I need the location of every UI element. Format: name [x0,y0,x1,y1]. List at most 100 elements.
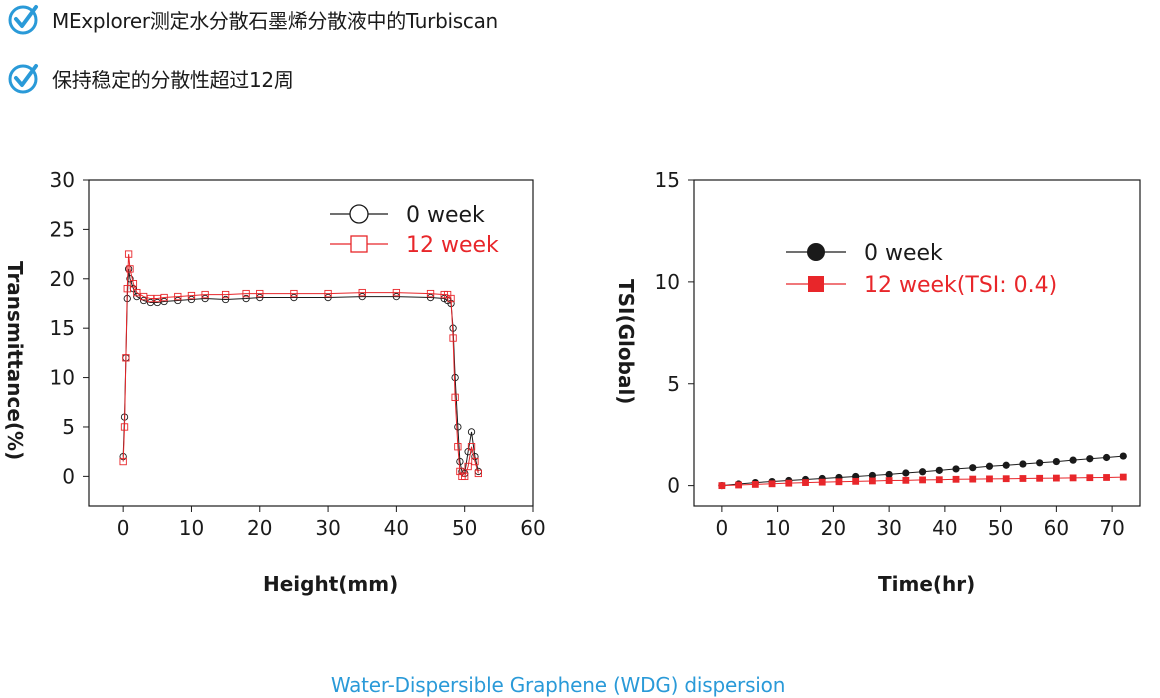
data-point [122,354,130,362]
legend-marker [350,235,368,253]
checkmark-circle-icon [8,64,38,94]
bullet-2: 保持稳定的分散性超过12周 [6,61,294,95]
data-point [471,457,479,466]
chart2-y-axis-label: TSI(Global) [614,279,638,405]
x-tick-label: 10 [765,516,790,540]
data-point [785,479,793,487]
x-tick-label: 60 [520,516,545,540]
x-tick-label: 60 [1044,516,1069,540]
x-tick-label: 40 [932,516,957,540]
y-tick-label: 10 [655,270,680,294]
data-point [426,293,435,302]
data-point [869,477,876,485]
y-tick-label: 5 [62,415,75,439]
data-point [119,457,127,466]
data-point [1036,474,1044,482]
data-point [918,468,927,476]
data-point [461,472,469,481]
legend-marker [808,276,824,292]
data-point [1103,474,1110,481]
legend-marker [807,243,825,261]
data-point [802,479,809,486]
data-point [1086,455,1094,463]
data-point [426,289,435,298]
data-point [449,334,457,342]
data-point [464,462,472,471]
data-point [1036,459,1044,467]
data-point [451,393,459,401]
data-point [467,443,476,451]
data-point [1086,474,1094,482]
data-point [935,466,943,474]
figure-caption: Water-Dispersible Graphene (WDG) dispers… [330,673,786,697]
y-tick-label: 15 [655,168,680,192]
data-point [221,295,230,304]
data-point [392,288,401,297]
data-point [1019,460,1027,468]
data-point [1019,475,1027,482]
data-point [718,482,726,490]
y-tick-label: 20 [50,267,75,291]
x-tick-label: 30 [876,516,901,540]
y-tick-label: 5 [667,372,680,396]
data-point [818,478,826,486]
data-point [124,250,133,258]
data-point [986,475,993,483]
x-tick-label: 40 [384,516,409,540]
data-point [242,289,250,298]
data-point [201,290,209,299]
data-point [123,285,131,293]
data-point [256,293,264,302]
data-point [1002,461,1010,469]
data-point [153,298,161,307]
data-point [133,288,141,297]
data-point [735,481,742,489]
data-point [1102,453,1111,462]
data-point [1052,457,1060,466]
data-point [126,265,134,273]
data-point [1002,475,1010,483]
data-point [868,471,877,480]
data-point [242,294,250,303]
data-point [201,294,209,303]
x-tick-label: 10 [179,516,204,540]
data-point [324,293,332,302]
y-tick-label: 10 [50,366,75,390]
data-point [768,480,776,488]
data-point [852,477,860,485]
data-point [447,294,455,303]
data-point [358,292,366,301]
bullet-text: MExplorer测定水分散石墨烯分散液中的Turbiscan [52,8,498,33]
data-point [456,467,464,476]
legend-label: 12 week [406,233,499,258]
data-point [174,292,182,301]
data-point [358,288,366,297]
y-tick-label: 0 [667,474,680,498]
x-tick-label: 0 [716,516,729,540]
legend-marker [349,204,369,224]
y-tick-label: 15 [50,316,75,340]
data-point [454,423,462,431]
data-point [919,476,926,484]
checkmark-circle-icon [8,5,38,35]
data-point [1119,473,1127,481]
data-point [290,293,298,302]
data-point [835,478,843,486]
data-point [160,293,168,302]
data-point [221,290,230,299]
x-tick-label: 70 [1099,516,1124,540]
x-tick-label: 20 [247,516,272,540]
data-point [1119,452,1127,460]
data-point [120,423,129,431]
data-point [174,296,182,305]
bullet-1: MExplorer测定水分散石墨烯分散液中的Turbiscan [6,2,498,36]
y-tick-label: 30 [50,168,75,192]
plot-frame [88,179,534,507]
data-point [985,462,994,470]
data-point [1052,474,1060,482]
data-point [885,477,893,484]
data-point [751,481,759,488]
data-point [187,295,196,304]
tsi-chart: 0 10 20 30 40 50 60 70 0 5 10 15 0 week 12 week(TSI: … [655,168,1141,540]
data-point [952,465,960,473]
